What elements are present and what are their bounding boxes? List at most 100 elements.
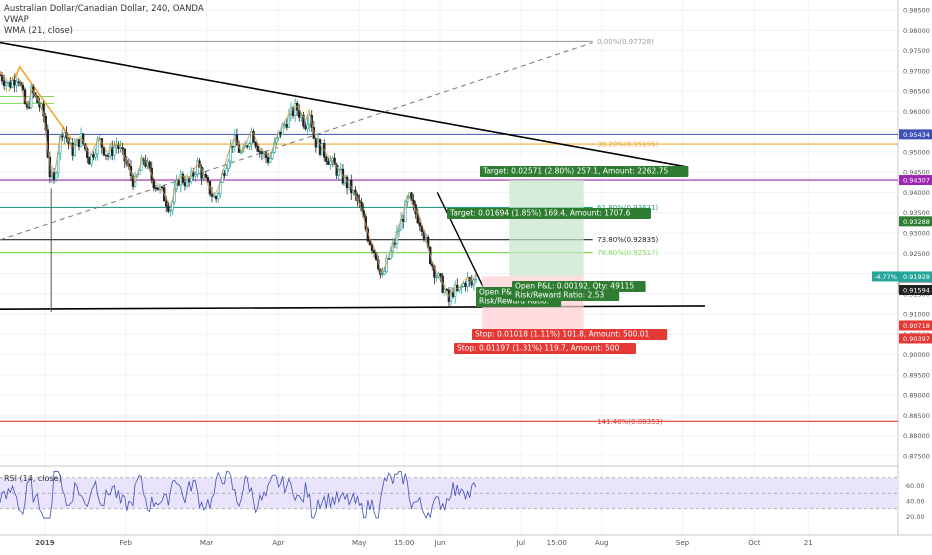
price-tag-text: 0.91928 <box>903 273 930 281</box>
time-tick-label: 2019 <box>35 539 55 547</box>
candle <box>179 169 183 193</box>
candle <box>196 157 199 179</box>
open-pnl-label <box>512 281 646 292</box>
price-tick-label: 0.88500 <box>903 412 930 420</box>
target-label-1-text: Target: 0.02571 (2.80%) 257.1, Amount: 2… <box>482 167 668 176</box>
price-tag <box>899 216 932 227</box>
open-pnl-label-small-text: Open P&L: <box>479 288 519 297</box>
time-tick-label: Jun <box>434 539 446 547</box>
price-tick-label: 0.94500 <box>903 169 930 177</box>
candle <box>106 152 110 161</box>
candle <box>156 187 160 191</box>
candle <box>279 131 282 139</box>
time-tick-label: Apr <box>272 539 284 547</box>
candle <box>325 155 328 165</box>
candle <box>395 225 399 250</box>
candle <box>81 133 85 146</box>
time-tick-label: May <box>352 539 366 547</box>
candle <box>210 186 214 203</box>
symbol-title: Australian Dollar/Canadian Dollar, 240, … <box>4 4 204 14</box>
price-tag-text: 0.95434 <box>903 131 930 139</box>
candle <box>200 164 203 186</box>
price-tick-label: 0.89500 <box>903 371 930 379</box>
candle <box>171 200 174 216</box>
candle <box>464 281 467 292</box>
rsi-tick-label: 20.00 <box>906 513 925 521</box>
candle <box>154 184 158 192</box>
candle <box>368 239 372 246</box>
price-tag-text: 0.91594 <box>903 286 930 294</box>
price-tick-label: 0.97500 <box>903 47 930 55</box>
price-tick-label: 0.98000 <box>903 27 930 35</box>
candle <box>404 199 407 222</box>
rsi-line <box>0 471 477 520</box>
candle <box>223 169 226 179</box>
candle <box>453 280 457 304</box>
candle <box>217 191 220 203</box>
time-tick-label: 15:00 <box>547 539 567 547</box>
price-tick-label: 0.97000 <box>903 67 930 75</box>
price-tag <box>899 129 932 140</box>
price-tag-text: 0.90397 <box>903 335 930 343</box>
target-label-2-text: Target: 0.01694 (1.85%) 169.4, Amount: 1… <box>449 209 631 218</box>
candle <box>167 202 170 214</box>
price-tick-label: 0.93000 <box>903 230 930 238</box>
candle <box>246 145 249 149</box>
change-tag-text: -4.77% <box>874 273 897 281</box>
chart-legend: Australian Dollar/Canadian Dollar, 240, … <box>4 4 204 37</box>
price-tick-label: 0.90000 <box>903 351 930 359</box>
candle <box>94 148 97 161</box>
indicator-vwap: VWAP <box>4 15 29 25</box>
candle <box>204 171 207 179</box>
stop-label-2 <box>454 343 636 354</box>
time-tick-label: Oct <box>748 539 760 547</box>
candle <box>194 171 197 183</box>
candle <box>225 164 228 177</box>
open-pnl-label-small <box>476 287 522 298</box>
indicator-wma: WMA (21, close) <box>4 26 74 36</box>
candle <box>410 191 413 202</box>
candle <box>339 162 343 171</box>
candle <box>90 153 93 168</box>
wma-line <box>0 71 477 298</box>
time-tick-label: Jul <box>516 539 526 547</box>
support-trendline <box>0 305 705 310</box>
candle <box>54 170 58 183</box>
time-tick-label: 21 <box>804 539 813 547</box>
vwap-curve <box>0 73 477 300</box>
price-tag-text: 0.93288 <box>903 218 930 226</box>
price-tick-label: 0.89000 <box>903 392 930 400</box>
candle <box>5 81 8 92</box>
candle <box>306 117 309 134</box>
candle <box>56 150 60 178</box>
price-tag <box>899 271 932 282</box>
price-tick-label: 0.91000 <box>903 311 930 319</box>
rsi-band <box>0 477 898 509</box>
price-tag-text: 0.90718 <box>903 322 930 330</box>
stop-label-1 <box>472 329 668 340</box>
time-tick-label: Sep <box>676 539 690 547</box>
price-tick-label: 0.96000 <box>903 108 930 116</box>
price-tag <box>899 175 932 186</box>
price-tick-label: 0.96500 <box>903 88 930 96</box>
rr-label-text: Risk/Reward Ratio: 2.53 <box>515 291 604 300</box>
open-pnl-label-text: Open P&L: 0.00192, Qty: 49115 <box>515 282 634 291</box>
candle <box>206 174 210 184</box>
rr-label <box>512 290 620 301</box>
rsi-label: RSI (14, close) <box>4 474 62 483</box>
time-tick-label: 15:00 <box>394 539 414 547</box>
candle <box>165 195 168 213</box>
time-tick-label: Mar <box>200 539 213 547</box>
candle <box>439 273 442 283</box>
change-tag <box>872 271 899 282</box>
candle <box>250 127 253 151</box>
descending-trendline <box>0 41 688 168</box>
price-tag <box>899 284 932 295</box>
candle <box>451 287 455 299</box>
candle <box>71 137 74 161</box>
target-label-2 <box>447 208 651 219</box>
candle <box>435 274 438 283</box>
candle <box>63 132 66 145</box>
